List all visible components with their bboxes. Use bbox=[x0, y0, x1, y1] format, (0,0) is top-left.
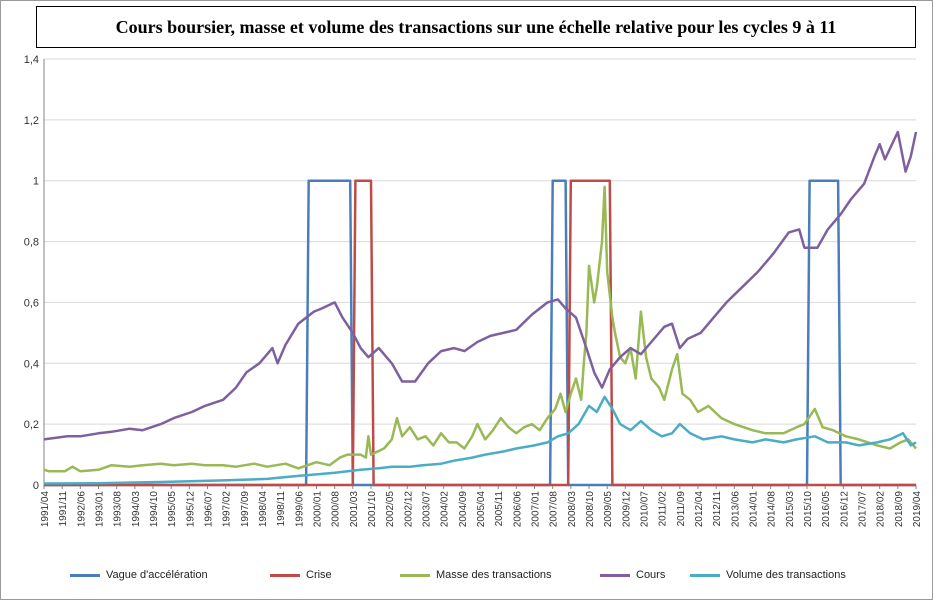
legend-label: Vague d'accélération bbox=[106, 569, 208, 581]
x-tick-label: 2017/07 bbox=[858, 491, 869, 528]
x-tick-label: 2011/02 bbox=[658, 491, 669, 527]
y-tick-label: 0 bbox=[33, 480, 39, 492]
x-tick-label: 2018/09 bbox=[894, 491, 905, 528]
legend-swatch bbox=[70, 573, 100, 577]
x-axis: 1991/04 1991/11 1992/06 1993/01 1993/08 1994/… bbox=[40, 485, 923, 527]
series-line-cours bbox=[43, 130, 918, 441]
legend-swatch bbox=[400, 573, 430, 577]
x-tick-label: 2000/08 bbox=[331, 491, 342, 528]
legend-item: Cours bbox=[600, 566, 665, 584]
legend-swatch bbox=[600, 573, 630, 577]
x-tick-label: 2007/01 bbox=[531, 491, 542, 528]
legend-label: Volume des transactions bbox=[726, 569, 846, 581]
x-tick-label: 2004/09 bbox=[458, 491, 469, 528]
series-line-masse-des-transactions bbox=[43, 185, 917, 473]
x-tick-label: 2014/08 bbox=[767, 491, 778, 528]
series-line-vague-d-acc-l-ration bbox=[44, 179, 916, 487]
x-tick-label: 1999/06 bbox=[294, 491, 305, 528]
legend-item: Masse des transactions bbox=[400, 566, 552, 584]
chart-title: Cours boursier, masse et volume des tran… bbox=[36, 6, 916, 48]
gridlines bbox=[44, 58, 916, 486]
x-tick-label: 2008/10 bbox=[585, 491, 596, 528]
x-tick-label: 1991/04 bbox=[40, 491, 51, 528]
y-tick-label: 0,8 bbox=[24, 237, 39, 249]
series-lines bbox=[43, 130, 918, 487]
x-tick-label: 2009/12 bbox=[621, 491, 632, 528]
x-tick-label: 2000/01 bbox=[313, 491, 324, 528]
y-tick-label: 0,6 bbox=[24, 297, 39, 309]
x-tick-label: 1994/03 bbox=[131, 491, 142, 528]
x-tick-label: 2010/07 bbox=[640, 491, 651, 528]
x-tick-label: 2012/11 bbox=[712, 491, 723, 527]
x-tick-label: 1994/10 bbox=[149, 491, 160, 528]
x-tick-label: 1997/02 bbox=[222, 491, 233, 528]
x-tick-label: 2002/12 bbox=[403, 491, 414, 528]
x-tick-label: 1996/07 bbox=[204, 491, 215, 528]
x-tick-label: 2001/10 bbox=[367, 491, 378, 528]
x-tick-label: 2006/06 bbox=[512, 491, 523, 528]
legend-label: Masse des transactions bbox=[436, 569, 552, 581]
x-tick-label: 1995/12 bbox=[185, 491, 196, 528]
x-tick-label: 1998/04 bbox=[258, 491, 269, 528]
x-tick-label: 2016/12 bbox=[839, 491, 850, 528]
x-tick-label: 2005/04 bbox=[476, 491, 487, 528]
x-tick-label: 2008/03 bbox=[567, 491, 578, 528]
legend-label: Crise bbox=[306, 569, 332, 581]
legend: Vague d'accélération Crise Masse des trans… bbox=[70, 566, 890, 584]
x-tick-label: 2015/10 bbox=[803, 491, 814, 528]
legend-label: Cours bbox=[636, 569, 666, 581]
x-tick-label: 1998/11 bbox=[276, 491, 287, 527]
y-tick-label: 0,4 bbox=[24, 358, 39, 370]
legend-item: Volume des transactions bbox=[690, 566, 846, 584]
legend-item: Vague d'accélération bbox=[70, 566, 208, 584]
x-tick-label: 2019/04 bbox=[912, 491, 923, 528]
x-tick-label: 2014/01 bbox=[749, 491, 760, 528]
y-tick-label: 0,2 bbox=[24, 419, 39, 431]
x-tick-label: 2002/05 bbox=[385, 491, 396, 528]
x-tick-label: 2005/11 bbox=[494, 491, 505, 527]
x-tick-label: 2007/08 bbox=[549, 491, 560, 528]
x-tick-label: 2004/02 bbox=[440, 491, 451, 528]
x-tick-label: 1997/09 bbox=[240, 491, 251, 528]
y-tick-label: 1 bbox=[33, 176, 39, 188]
x-tick-label: 1991/11 bbox=[58, 491, 69, 527]
x-tick-label: 2016/05 bbox=[821, 491, 832, 528]
y-tick-label: 1,2 bbox=[24, 115, 39, 127]
x-tick-label: 2015/03 bbox=[785, 491, 796, 528]
x-tick-label: 2013/06 bbox=[730, 491, 741, 528]
x-tick-label: 2009/05 bbox=[603, 491, 614, 528]
series-line-crise bbox=[44, 179, 916, 487]
x-tick-label: 2001/03 bbox=[349, 491, 360, 528]
x-tick-label: 2003/07 bbox=[422, 491, 433, 528]
y-tick-label: 1,4 bbox=[24, 54, 39, 66]
x-tick-label: 2012/04 bbox=[694, 491, 705, 528]
x-tick-label: 2018/02 bbox=[876, 491, 887, 528]
legend-swatch bbox=[270, 573, 300, 577]
x-tick-label: 1993/01 bbox=[95, 491, 106, 528]
x-tick-label: 1992/06 bbox=[76, 491, 87, 528]
x-tick-label: 2011/09 bbox=[676, 491, 687, 527]
legend-swatch bbox=[690, 573, 720, 577]
y-axis: 0 0,2 0,4 0,6 0,8 1 1,2 1,4 bbox=[24, 54, 45, 492]
legend-item: Crise bbox=[270, 566, 332, 584]
x-tick-label: 1993/08 bbox=[113, 491, 124, 528]
x-tick-label: 1995/05 bbox=[167, 491, 178, 528]
series-line-volume-des-transactions bbox=[43, 395, 917, 485]
